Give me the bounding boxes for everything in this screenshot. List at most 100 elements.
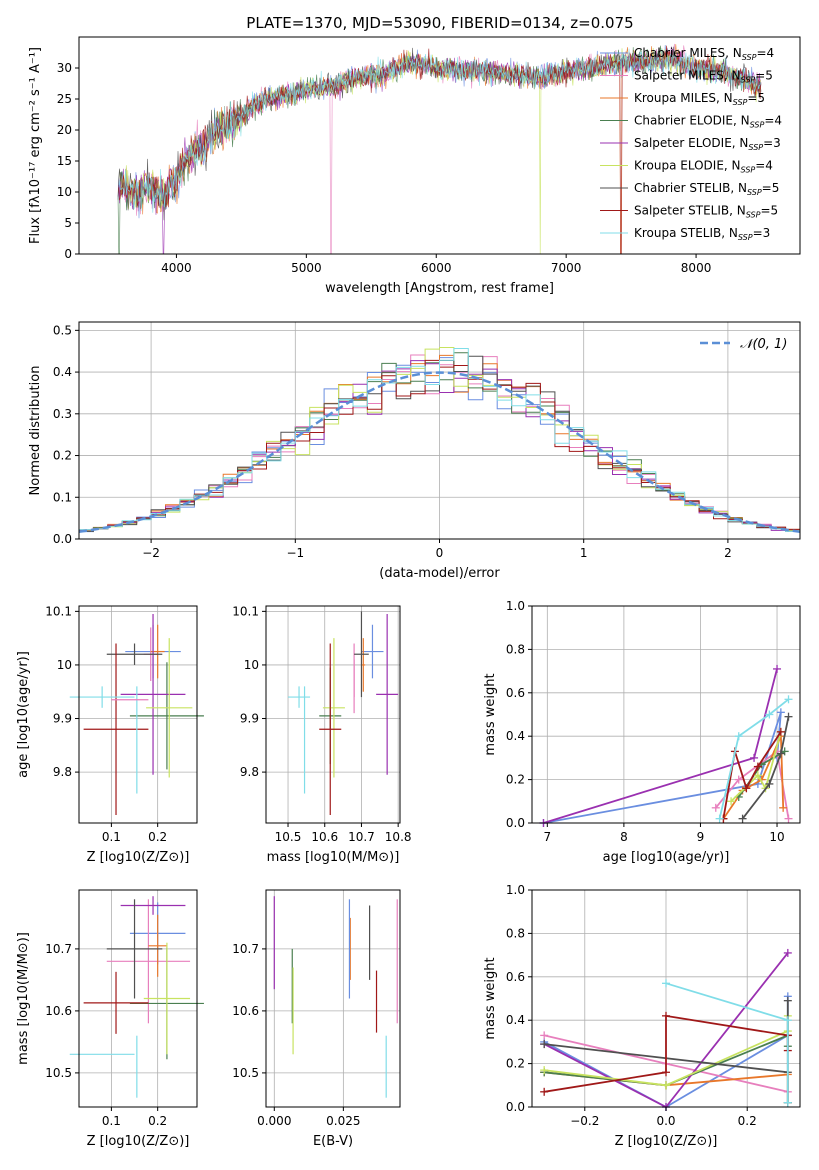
y-tick-label: 9.9 xyxy=(240,712,259,726)
x-tick-label: 7000 xyxy=(551,261,582,275)
y-tick-label: 0.6 xyxy=(506,970,525,984)
figure-title: PLATE=1370, MJD=53090, FIBERID=0134, z=0… xyxy=(246,14,633,32)
mass-weight-line xyxy=(543,668,778,824)
y-tick-label: 0.5 xyxy=(53,323,72,337)
mass-weight-line xyxy=(741,716,790,820)
legend-label: Chabrier ELODIE, NSSP=4 xyxy=(634,114,782,130)
y-tick-label: 10.5 xyxy=(232,1066,259,1080)
panel-age_vs_Z: 0.1 0.2 9.8 9.9 10 10.1 Z [log10(Z/Z⊙)] age [lo… xyxy=(16,604,204,865)
legend-label: Salpeter MILES, NSSP=5 xyxy=(634,69,773,85)
x-axis-label: E(B-V) xyxy=(313,1134,353,1149)
y-tick-label: 9.8 xyxy=(53,765,72,779)
x-tick-label: 4000 xyxy=(161,261,192,275)
spectrum-series-line xyxy=(119,48,762,213)
x-axis-label: mass [log10(M/M⊙)] xyxy=(267,850,400,865)
mass-weight-line xyxy=(543,712,782,824)
y-tick-label: 10.1 xyxy=(45,604,72,618)
panel-mass_weight_vs_age: 7 8 9 10 0.0 0.2 0.4 0.6 0.8 1.0 age [log10(age/yr… xyxy=(483,599,801,865)
y-tick-label: 25 xyxy=(57,92,72,106)
x-tick-label: 0.2 xyxy=(148,1114,167,1128)
y-axis-label: mass weight xyxy=(483,957,498,1039)
y-tick-label: 10.6 xyxy=(232,1004,259,1018)
x-tick-label: 0 xyxy=(436,546,444,560)
y-tick-label: 0.0 xyxy=(53,532,72,546)
x-axis-label: wavelength [Angstrom, rest frame] xyxy=(325,281,554,296)
legend-label: Salpeter STELIB, NSSP=5 xyxy=(634,204,778,220)
y-tick-label: 0.2 xyxy=(506,773,525,787)
panel-mass_vs_ebv: 0.000 0.025 10.5 10.6 10.7 E(B-V) xyxy=(232,889,401,1149)
x-axis-label: Z [log10(Z/Z⊙)] xyxy=(87,850,190,865)
x-tick-label: 0.025 xyxy=(326,1114,360,1128)
y-tick-label: 1.0 xyxy=(506,599,525,613)
axes-frame xyxy=(78,605,198,824)
y-tick-label: 10.7 xyxy=(45,942,72,956)
spectrum-series-line xyxy=(118,45,762,254)
y-tick-label: 0.0 xyxy=(506,816,525,830)
x-tick-label: 10.6 xyxy=(311,830,338,844)
legend-label: Salpeter ELODIE, NSSP=3 xyxy=(634,136,781,152)
y-tick-label: 0.6 xyxy=(506,686,525,700)
y-tick-label: 1.0 xyxy=(506,883,525,897)
x-tick-label: 8000 xyxy=(681,261,712,275)
legend-label: Kroupa ELODIE, NSSP=4 xyxy=(634,159,773,175)
y-tick-label: 0.4 xyxy=(506,1013,525,1027)
y-tick-label: 0.1 xyxy=(53,490,72,504)
y-tick-label: 0.8 xyxy=(506,642,525,656)
y-tick-label: 0.2 xyxy=(53,449,72,463)
y-tick-label: 0.4 xyxy=(53,365,72,379)
y-tick-label: 5 xyxy=(64,216,72,230)
y-tick-label: 0.2 xyxy=(506,1057,525,1071)
axes-frame xyxy=(531,605,801,824)
y-tick-label: 0.8 xyxy=(506,926,525,940)
axes-frame xyxy=(265,889,401,1108)
x-tick-label: 6000 xyxy=(421,261,452,275)
y-tick-label: 10.6 xyxy=(45,1004,72,1018)
axes-frame xyxy=(78,36,801,255)
x-tick-label: 0.2 xyxy=(738,1114,757,1128)
y-tick-label: 10.1 xyxy=(232,604,259,618)
y-axis-label: mass [log10(M/M⊙)] xyxy=(16,932,31,1065)
y-tick-label: 15 xyxy=(57,154,72,168)
y-tick-label: 9.8 xyxy=(240,765,259,779)
normal-curve xyxy=(78,371,801,533)
x-tick-label: 0.2 xyxy=(148,830,167,844)
x-tick-label: −2 xyxy=(142,546,160,560)
y-tick-label: 10 xyxy=(57,658,72,672)
panel-spectrum: Chabrier MILES, NSSP=4 Salpeter MILES, NS… xyxy=(28,36,801,296)
x-tick-label: 0.000 xyxy=(257,1114,291,1128)
x-tick-label: −0.2 xyxy=(570,1114,599,1128)
x-tick-label: 0.1 xyxy=(102,830,121,844)
y-axis-label: age [log10(age/yr)] xyxy=(16,651,31,778)
panel-mass_vs_Z: 0.1 0.2 10.5 10.6 10.7 Z [log10(Z/Z⊙)] mass [l… xyxy=(16,889,204,1149)
y-tick-label: 10.7 xyxy=(232,942,259,956)
x-axis-label: age [log10(age/yr)] xyxy=(603,850,730,865)
panel-mass_weight_vs_Z: −0.2 0.0 0.2 0.0 0.2 0.4 0.6 0.8 1.0 Z [log10(Z/Z… xyxy=(483,883,801,1149)
x-tick-label: 8 xyxy=(620,830,628,844)
legend-label: Chabrier STELIB, NSSP=5 xyxy=(634,181,779,197)
panel-residuals: 𝒩(0, 1) −2 −1 0 1 2 0.0 0.1 0.2 0.3 0.4 0.5 (data-mo… xyxy=(28,321,801,581)
x-tick-label: 10.8 xyxy=(385,830,412,844)
legend-label: 𝒩(0, 1) xyxy=(740,337,787,352)
panel-age_vs_mass: 10.5 10.6 10.7 10.8 9.8 9.9 10 10.1 mass [log10(… xyxy=(232,604,411,865)
y-axis-label: Normed distribution xyxy=(28,366,43,496)
x-tick-label: 10.5 xyxy=(275,830,302,844)
legend-label: Kroupa STELIB, NSSP=3 xyxy=(634,226,770,242)
y-tick-label: 9.9 xyxy=(53,712,72,726)
y-tick-label: 0 xyxy=(64,247,72,261)
x-tick-label: 10 xyxy=(769,830,784,844)
y-tick-label: 0.0 xyxy=(506,1100,525,1114)
x-tick-label: 10.7 xyxy=(348,830,375,844)
axes-frame xyxy=(265,605,401,824)
y-tick-label: 10 xyxy=(57,185,72,199)
x-axis-label: Z [log10(Z/Z⊙)] xyxy=(87,1134,190,1149)
legend-label: Kroupa MILES, NSSP=5 xyxy=(634,91,765,107)
y-tick-label: 20 xyxy=(57,123,72,137)
legend-label: Chabrier MILES, NSSP=4 xyxy=(634,46,774,62)
x-axis-label: (data-model)/error xyxy=(379,566,500,581)
y-tick-label: 10 xyxy=(244,658,259,672)
y-tick-label: 30 xyxy=(57,61,72,75)
x-tick-label: 0.1 xyxy=(102,1114,121,1128)
mass-weight-line xyxy=(718,698,790,819)
x-tick-label: 1 xyxy=(580,546,588,560)
